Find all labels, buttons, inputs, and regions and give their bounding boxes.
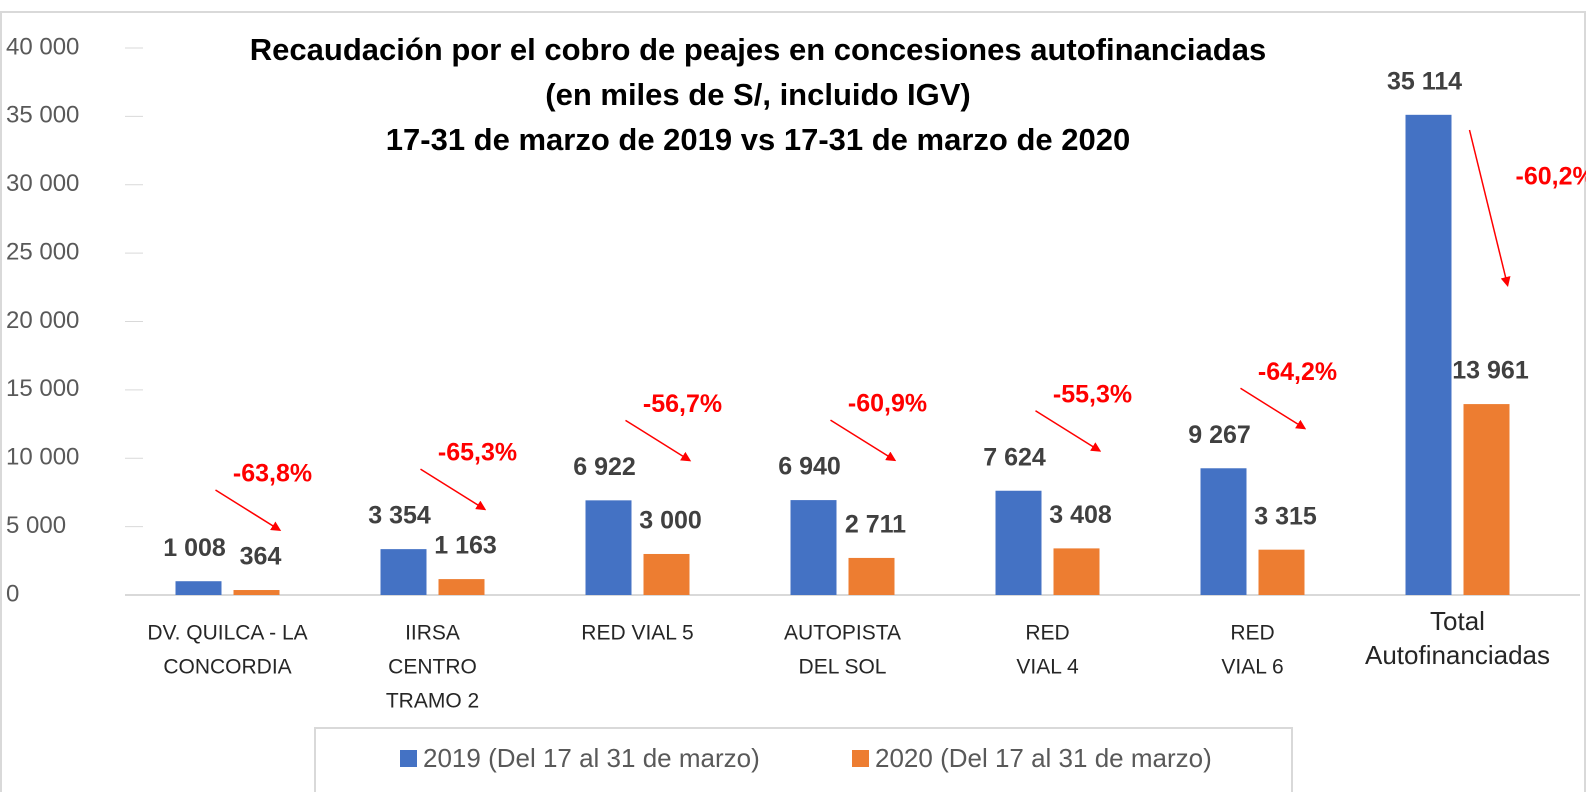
value-label: 1 163	[434, 532, 497, 560]
bar	[380, 549, 427, 595]
value-label: 35 114	[1387, 67, 1462, 95]
value-label: 9 267	[1188, 421, 1251, 449]
legend-box	[314, 727, 1293, 792]
value-label: 3 315	[1254, 502, 1317, 530]
y-tick-label: 40 000	[6, 33, 79, 60]
chart-title: Recaudación por el cobro de peajes en co…	[250, 32, 1266, 67]
annotation-arrow	[420, 468, 487, 511]
value-label: 6 922	[573, 453, 636, 481]
y-tick-label: 20 000	[6, 307, 79, 334]
legend-swatch	[852, 750, 869, 767]
y-tick-label: 10 000	[6, 444, 79, 471]
bar	[1405, 114, 1452, 596]
value-label: 2 711	[845, 511, 906, 539]
bar	[995, 490, 1042, 595]
bar	[848, 557, 895, 595]
value-label: 1 008	[163, 534, 226, 562]
bar	[1258, 549, 1305, 595]
annotation: -64,2%	[1258, 358, 1337, 386]
annotation: -56,7%	[643, 390, 722, 418]
y-tick-label: 5 000	[6, 512, 66, 539]
x-tick-label: Total	[1430, 606, 1485, 636]
y-tick-label: 35 000	[6, 102, 79, 129]
bar	[1053, 548, 1100, 595]
value-label: 7 624	[983, 443, 1046, 471]
x-tick-label: CONCORDIA	[163, 656, 291, 679]
legend-label: 2020 (Del 17 al 31 de marzo)	[875, 743, 1212, 773]
x-tick-label: DEL SOL	[799, 656, 887, 679]
y-tick-label: 30 000	[6, 170, 79, 197]
bar	[438, 579, 485, 595]
annotation: -63,8%	[233, 460, 312, 488]
y-tick-label: 0	[6, 580, 19, 607]
x-tick-label: RED	[1025, 622, 1069, 645]
y-tick-label: 15 000	[6, 375, 79, 402]
x-tick-label: DV. QUILCA - LA	[147, 622, 307, 645]
legend-swatch	[400, 750, 417, 767]
annotation: -60,9%	[848, 390, 927, 418]
bar	[585, 500, 632, 595]
annotation-arrow	[830, 419, 897, 462]
x-tick-label: IIRSA	[405, 622, 460, 645]
x-tick-label: VIAL 6	[1221, 656, 1283, 679]
x-tick-label: RED	[1230, 622, 1274, 645]
bar	[1200, 468, 1247, 595]
value-label: 3 408	[1049, 501, 1112, 529]
value-label: 3 000	[639, 507, 702, 535]
x-tick-label: AUTOPISTA	[784, 622, 901, 645]
bar	[175, 581, 222, 595]
x-tick-label: TRAMO 2	[386, 690, 479, 713]
annotation-arrow	[625, 419, 692, 462]
annotation-arrow	[1468, 129, 1511, 287]
bar	[233, 590, 280, 595]
bar	[643, 553, 690, 595]
x-tick-label: VIAL 4	[1016, 656, 1079, 679]
x-tick-label: CENTRO	[388, 656, 477, 679]
bar	[790, 500, 837, 595]
value-label: 364	[240, 543, 282, 571]
value-label: 13 961	[1452, 357, 1529, 385]
chart-title: 17-31 de marzo de 2019 vs 17-31 de marzo…	[386, 122, 1130, 157]
value-label: 3 354	[368, 502, 431, 530]
annotation-arrow	[215, 489, 282, 532]
y-tick-label: 25 000	[6, 238, 79, 265]
annotation-arrow	[1240, 387, 1307, 430]
chart-border	[0, 11, 1586, 792]
annotation: -65,3%	[438, 439, 517, 467]
bar	[1463, 404, 1510, 595]
annotation: -60,2%	[1516, 163, 1586, 191]
x-tick-label: RED VIAL 5	[581, 622, 693, 645]
x-tick-label: Autofinanciadas	[1365, 640, 1550, 670]
annotation: -55,3%	[1053, 380, 1132, 408]
legend-label: 2019 (Del 17 al 31 de marzo)	[423, 743, 760, 773]
value-label: 6 940	[778, 453, 841, 481]
chart-title: (en miles de S/, incluido IGV)	[545, 77, 970, 112]
annotation-arrow	[1035, 410, 1102, 452]
